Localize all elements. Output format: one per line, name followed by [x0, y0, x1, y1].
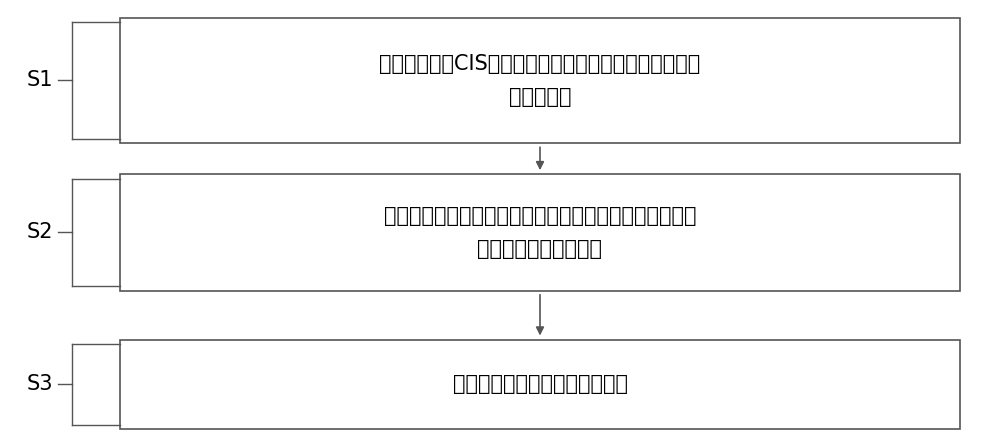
Bar: [120, 340, 960, 429]
Text: S2: S2: [27, 223, 53, 242]
Text: 获取将要制造CIS产品的多个晶圆，其中在晶圆背面生长
有氧化硅层: 获取将要制造CIS产品的多个晶圆，其中在晶圆背面生长 有氧化硅层: [379, 54, 701, 107]
Text: 对所述多个晶圆进行浅沟槽刻蚀: 对所述多个晶圆进行浅沟槽刻蚀: [452, 375, 628, 394]
Text: S3: S3: [27, 375, 53, 394]
Bar: [120, 18, 960, 143]
Text: 使用炉管的方法在多个晶圆的氧化硅层上生长氮化硅层，
作为后续刻蚀的硬掩膜: 使用炉管的方法在多个晶圆的氧化硅层上生长氮化硅层， 作为后续刻蚀的硬掩膜: [384, 206, 696, 259]
Bar: [120, 174, 960, 291]
Text: S1: S1: [27, 71, 53, 90]
